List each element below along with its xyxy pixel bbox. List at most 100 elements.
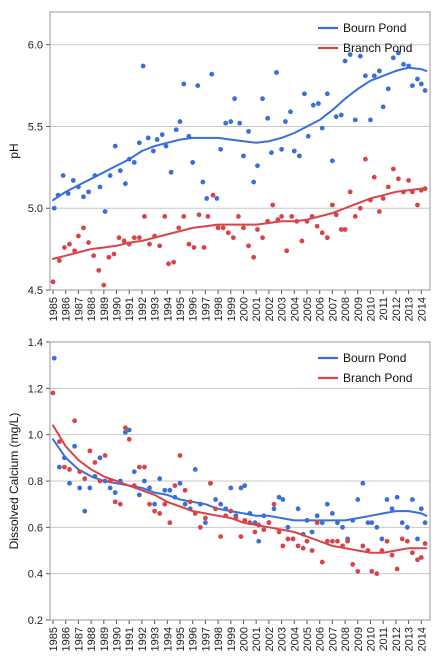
- data-point-branch: [394, 566, 400, 572]
- x-tick-label: 1997: [200, 297, 212, 321]
- data-point-bourn: [200, 179, 206, 185]
- data-point-branch: [87, 448, 93, 454]
- data-point-bourn: [422, 520, 428, 526]
- y-axis-title: Dissolved Calcium (mg/L): [7, 413, 21, 550]
- data-point-bourn: [418, 81, 424, 87]
- data-point-bourn: [338, 112, 344, 118]
- data-point-bourn: [369, 520, 375, 526]
- data-point-bourn: [274, 70, 279, 75]
- x-tick-label: 2012: [391, 627, 403, 651]
- data-point-branch: [404, 538, 410, 544]
- data-point-branch: [406, 178, 411, 183]
- data-point-bourn: [409, 497, 415, 502]
- data-point-bourn: [107, 173, 113, 178]
- x-tick-label: 1995: [175, 297, 187, 321]
- data-point-branch: [112, 499, 118, 505]
- x-tick-label: 2013: [404, 627, 416, 651]
- data-point-branch: [242, 517, 248, 523]
- data-point-branch: [246, 243, 251, 249]
- data-point-branch: [102, 453, 108, 458]
- data-point-branch: [225, 230, 231, 236]
- data-point-branch: [285, 536, 291, 542]
- data-point-branch: [276, 529, 282, 535]
- data-point-branch: [295, 543, 301, 549]
- data-point-branch: [260, 235, 265, 241]
- calcium-chart-panel: 0.2 0.4 0.6 0.8 1.0 1.2 1.4 1985 1986 1987 1988 198…: [7, 337, 431, 651]
- data-point-bourn: [302, 91, 307, 97]
- data-point-bourn: [162, 487, 168, 493]
- data-point-bourn: [324, 501, 330, 507]
- data-point-branch: [67, 241, 72, 247]
- data-point-branch: [289, 214, 295, 219]
- data-point-branch: [355, 568, 361, 574]
- data-point-branch: [177, 453, 183, 458]
- x-tick-label: 2012: [391, 297, 403, 321]
- data-point-branch: [369, 568, 375, 574]
- x-tick-label: 1997: [200, 627, 212, 651]
- data-point-branch: [218, 534, 224, 539]
- trend-line-branch: [52, 424, 428, 554]
- legend-label-bourn: Bourn Pond: [343, 21, 406, 35]
- x-tick-label: 2002: [264, 627, 276, 651]
- x-tick-label: 2006: [315, 297, 327, 321]
- data-point-branch: [350, 562, 356, 567]
- data-point-bourn: [81, 194, 86, 200]
- data-point-bourn: [192, 467, 198, 472]
- data-point-branch: [122, 425, 128, 431]
- data-point-branch: [271, 501, 277, 507]
- data-point-branch: [324, 538, 330, 544]
- data-point-bourn: [82, 508, 88, 514]
- data-point-branch: [342, 227, 348, 232]
- data-point-branch: [251, 254, 257, 260]
- data-point-branch: [399, 536, 405, 542]
- x-tick-label: 1994: [162, 297, 174, 321]
- data-point-bourn: [389, 506, 395, 512]
- data-point-bourn: [279, 146, 284, 152]
- plot-frame: [49, 11, 431, 291]
- y-axis-title: pH: [7, 143, 21, 158]
- x-tick-label: 2000: [238, 627, 250, 651]
- ph-chart-panel: 4.5 5.0 5.5 6.0 1985 1986 1987 1988 1989 1990 1991…: [7, 11, 431, 321]
- data-point-branch: [77, 469, 83, 475]
- data-point-branch: [187, 499, 193, 505]
- x-tick-label: 2005: [302, 627, 314, 651]
- data-point-branch: [62, 464, 67, 470]
- plot-frame: [49, 341, 431, 621]
- data-point-branch: [329, 538, 335, 544]
- data-point-bourn: [363, 73, 368, 79]
- data-point-bourn: [335, 520, 340, 526]
- data-point-bourn: [126, 427, 132, 433]
- data-point-branch: [376, 209, 382, 214]
- data-point-bourn: [295, 506, 301, 512]
- data-point-bourn: [276, 494, 282, 500]
- data-point-bourn: [340, 524, 345, 530]
- data-point-bourn: [56, 464, 62, 470]
- data-point-bourn: [333, 114, 339, 120]
- x-tick-label: 2008: [340, 297, 352, 321]
- data-point-branch: [181, 214, 187, 219]
- data-point-bourn: [394, 494, 400, 500]
- data-point-branch: [284, 248, 290, 254]
- data-point-branch: [50, 279, 56, 285]
- data-point-bourn: [376, 68, 382, 74]
- data-point-bourn: [314, 513, 320, 519]
- data-point-branch: [171, 259, 177, 265]
- x-tick-label: 2003: [277, 297, 289, 321]
- data-point-bourn: [396, 50, 401, 56]
- data-point-branch: [167, 520, 173, 526]
- data-point-branch: [86, 240, 91, 245]
- x-tick-label: 1999: [226, 627, 238, 651]
- x-tick-label: 2007: [327, 297, 339, 321]
- data-point-branch: [270, 202, 276, 208]
- x-tick-label: 1990: [111, 297, 123, 321]
- legend-label-branch: Branch Pond: [343, 41, 412, 55]
- data-point-bourn: [204, 196, 210, 201]
- x-tick-label: 2014: [416, 627, 428, 651]
- x-tick-label: 1989: [99, 627, 111, 651]
- y-tick-label: 1.4: [28, 337, 43, 349]
- data-point-bourn: [352, 117, 358, 123]
- data-point-branch: [238, 534, 244, 539]
- data-point-bourn: [140, 63, 146, 69]
- trend-line-branch: [52, 187, 428, 260]
- data-point-bourn: [409, 83, 415, 88]
